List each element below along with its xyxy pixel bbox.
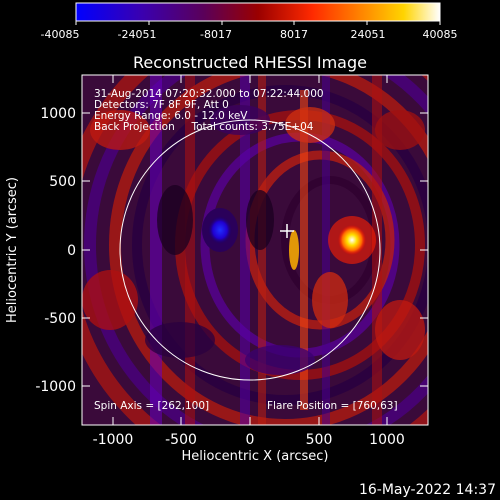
x-axis-ticks: [112, 75, 388, 425]
info-time-range: 31-Aug-2014 07:20:32.000 to 07:22:44.000: [94, 88, 324, 100]
y-tick-label: -1000: [35, 379, 76, 395]
spin-axis-label: Spin Axis = [262,100]: [94, 400, 209, 412]
x-tick-label: -1000: [93, 432, 134, 448]
info-method-counts: Back Projection Total counts: 3.75E+04: [94, 121, 314, 133]
spin-axis-marker: [280, 224, 294, 238]
x-tick-label: 500: [306, 432, 333, 448]
info-detectors: Detectors: 7F 8F 9F, Att 0: [94, 99, 229, 111]
colorbar-tick-label: 40085: [423, 28, 458, 41]
colorbar: [75, 2, 441, 22]
y-axis-ticks: [82, 112, 428, 387]
colorbar-tick-label: 24051: [351, 28, 386, 41]
y-tick-label: -500: [44, 311, 76, 327]
y-tick-label: 1000: [40, 106, 76, 122]
rhessi-image: [82, 75, 428, 425]
colorbar-tick-label: 8017: [280, 28, 308, 41]
y-tick-label: 500: [49, 174, 76, 190]
x-axis-label: Heliocentric X (arcsec): [182, 449, 329, 464]
y-tick-label: 0: [67, 243, 76, 259]
colorbar-tick-label: -24051: [118, 28, 157, 41]
x-tick-label: 0: [246, 432, 255, 448]
y-axis-label: Heliocentric Y (arcsec): [5, 177, 20, 323]
solar-limb-circle: [119, 119, 381, 381]
x-tick-label: 1000: [369, 432, 405, 448]
colorbar-tick-label: -8017: [200, 28, 232, 41]
x-tick-label: -500: [165, 432, 197, 448]
colorbar-ticks: [75, 21, 441, 25]
plot-title: Reconstructed RHESSI Image: [133, 53, 367, 72]
flare-position-label: Flare Position = [760,63]: [267, 400, 398, 412]
info-energy-range: Energy Range: 6.0 - 12.0 keV: [94, 110, 248, 122]
render-date: 16-May-2022 14:37: [358, 482, 496, 498]
colorbar-tick-label: -40085: [41, 28, 80, 41]
